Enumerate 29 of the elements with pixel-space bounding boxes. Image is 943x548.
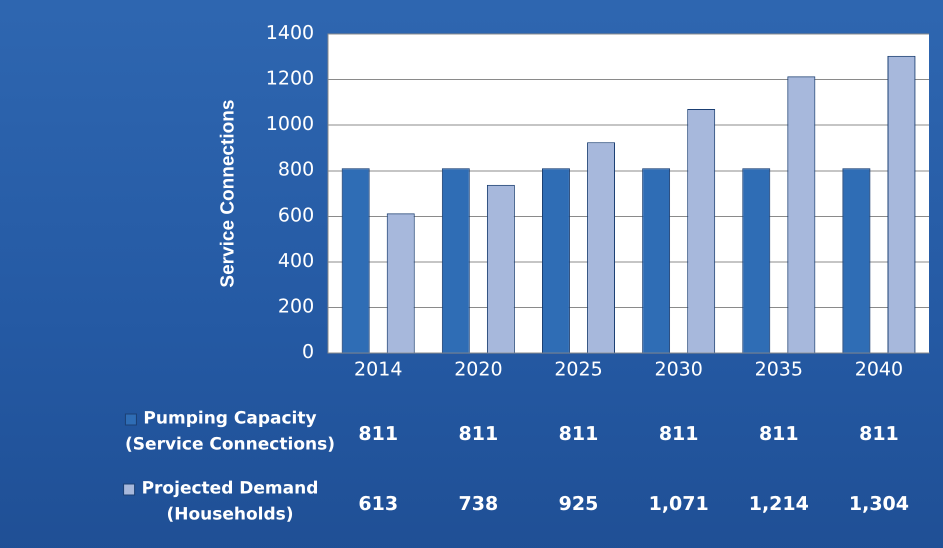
data-label: 811 (558, 422, 598, 445)
data-label: 811 (458, 422, 498, 445)
y-tick-label: 600 (278, 204, 314, 226)
data-label: 1,304 (848, 492, 909, 515)
data-label: 1,071 (648, 492, 709, 515)
y-tick-label: 0 (302, 341, 314, 364)
data-label: 811 (758, 422, 799, 445)
data-label: 811 (658, 422, 698, 445)
x-tick-label: 2025 (554, 358, 603, 381)
x-tick-label: 2014 (354, 358, 402, 381)
x-tick-label: 2040 (854, 358, 904, 381)
x-tick-label: 2020 (454, 358, 503, 381)
data-label: 738 (458, 492, 498, 515)
y-tick-label: 1200 (266, 68, 314, 90)
data-label: 613 (358, 492, 398, 515)
data-label: 925 (558, 492, 598, 515)
x-tick-label: 2035 (754, 358, 803, 381)
legend-label: Projected Demand (Households) (142, 478, 318, 524)
y-tick-label: 1000 (266, 113, 314, 136)
data-label: 811 (859, 422, 899, 445)
y-tick-label: 1400 (266, 22, 314, 44)
data-label: 811 (358, 422, 398, 445)
x-tick-label: 2030 (654, 358, 703, 381)
y-tick-label: 800 (278, 158, 314, 181)
data-label: 1,214 (748, 492, 809, 515)
y-tick-label: 200 (278, 296, 314, 318)
y-tick-label: 400 (278, 250, 314, 272)
legend-label: Pumping Capacity (Service Connections) (125, 408, 335, 454)
y-axis-title: Service Connections (218, 100, 239, 288)
